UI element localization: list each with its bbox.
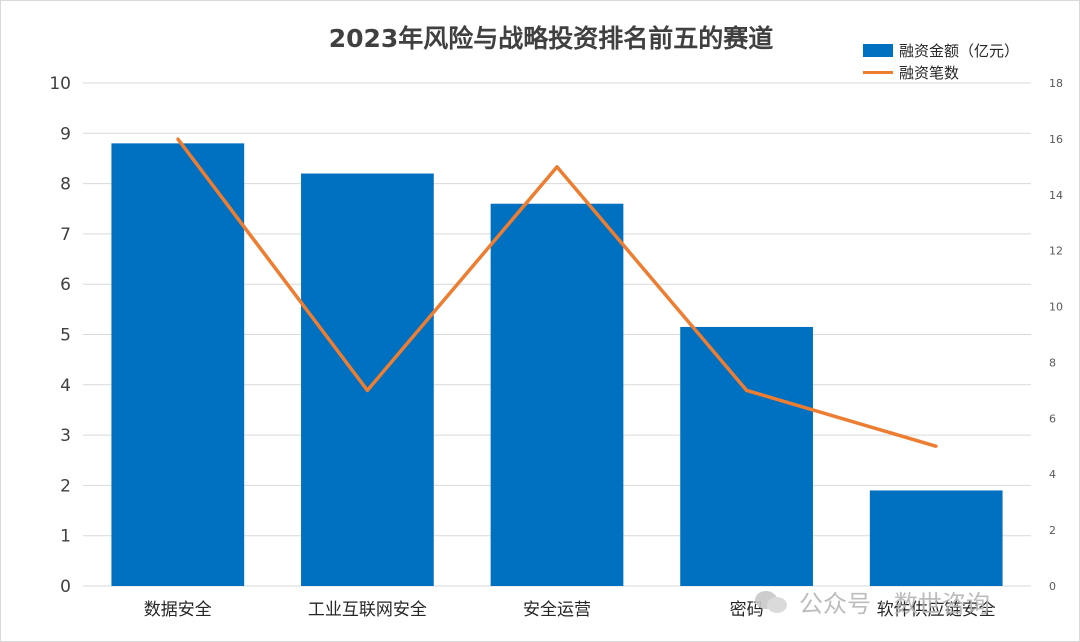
y-tick-label: 3 [60,426,71,446]
x-tick-label: 数据安全 [144,600,212,620]
legend-swatch-bar [863,43,893,57]
legend-item-amount: 融资金额（亿元） [863,39,1019,61]
bar [680,326,813,586]
y2-tick-label: 12 [1049,245,1063,258]
bar [869,490,1003,586]
chart-title: 2023年风险与战略投资排名前五的赛道 [328,24,774,53]
y2-tick-label: 6 [1049,412,1056,425]
line-point [934,444,938,448]
y2-tick-label: 18 [1049,77,1063,90]
y-tick-label: 0 [60,577,71,597]
bar [111,143,245,587]
y2-tick-label: 16 [1049,133,1063,146]
x-tick-label: 软件供应链安全 [877,600,996,620]
watermark-text: 公众号 · 数世咨询 [799,590,990,618]
line-point [745,388,749,392]
y-tick-label: 4 [60,376,71,396]
legend-label-amount: 融资金额（亿元） [899,41,1020,60]
y-tick-label: 10 [49,74,71,94]
wechat-icon [755,589,789,615]
y2-tick-label: 2 [1049,524,1056,537]
x-tick-label: 密码 [730,600,764,620]
line-point [555,165,559,169]
legend-swatch-line [863,70,893,74]
legend-label-count: 融资笔数 [899,63,960,82]
y2-tick-label: 4 [1049,468,1056,481]
line-point [365,388,369,392]
watermark: 公众号 · 数世咨询 [755,584,990,619]
x-tick-label: 工业互联网安全 [308,600,427,620]
y2-tick-label: 0 [1049,580,1056,593]
chart-legend: 融资金额（亿元） 融资笔数 [863,39,1019,83]
x-tick-label: 安全运营 [523,600,591,620]
line-point [176,137,180,141]
y-tick-label: 6 [60,275,71,295]
bar [490,203,624,586]
legend-item-count: 融资笔数 [863,61,1019,83]
bar [301,173,434,587]
y-tick-label: 7 [60,225,71,245]
y-tick-label: 9 [60,124,71,144]
y-tick-label: 8 [60,175,71,195]
y2-tick-label: 14 [1049,189,1063,202]
y2-tick-label: 10 [1049,301,1063,314]
y2-tick-label: 8 [1049,356,1056,369]
y-tick-label: 1 [60,527,71,547]
y-tick-label: 5 [60,326,71,346]
y-tick-label: 2 [60,476,71,496]
